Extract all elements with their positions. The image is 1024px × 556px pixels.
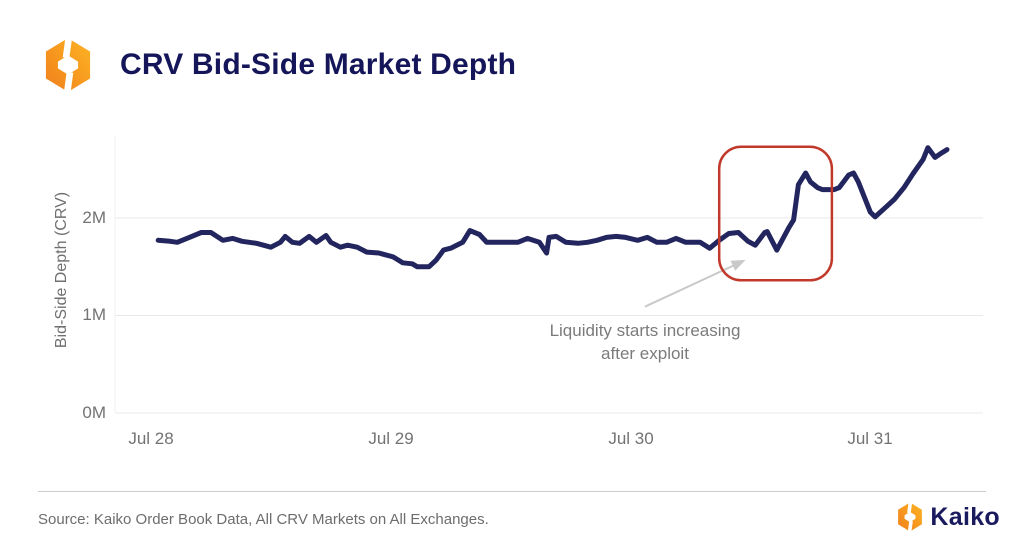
x-tick-label: Jul 29 (368, 429, 414, 448)
kaiko-logo-icon (898, 502, 923, 532)
footer-divider (38, 491, 986, 492)
chart-title: CRV Bid-Side Market Depth (120, 48, 517, 81)
annotation-line-2: after exploit (601, 343, 689, 363)
x-tick-label: Jul 30 (608, 429, 654, 448)
x-tick-label: Jul 28 (128, 429, 174, 448)
kaiko-logo-icon (45, 36, 91, 94)
annotation-arrow-line (644, 263, 738, 308)
y-tick-label: 0M (82, 403, 106, 422)
exploit-highlight-box (717, 145, 834, 282)
y-tick-label: 1M (82, 305, 106, 324)
y-tick-label: 2M (82, 208, 106, 227)
kaiko-wordmark: Kaiko (930, 502, 1000, 531)
kaiko-brand: Kaiko (897, 502, 1000, 532)
annotation-arrow-head (730, 259, 746, 271)
source-note: Source: Kaiko Order Book Data, All CRV M… (38, 511, 489, 528)
annotation-line-1: Liquidity starts increasing (549, 321, 741, 340)
depth-line (155, 145, 950, 270)
header: CRV Bid-Side Market Depth (44, 36, 516, 94)
x-tick-label: Jul 31 (847, 429, 893, 448)
exploit-annotation: Liquidity starts increasing after exploi… (550, 320, 741, 366)
